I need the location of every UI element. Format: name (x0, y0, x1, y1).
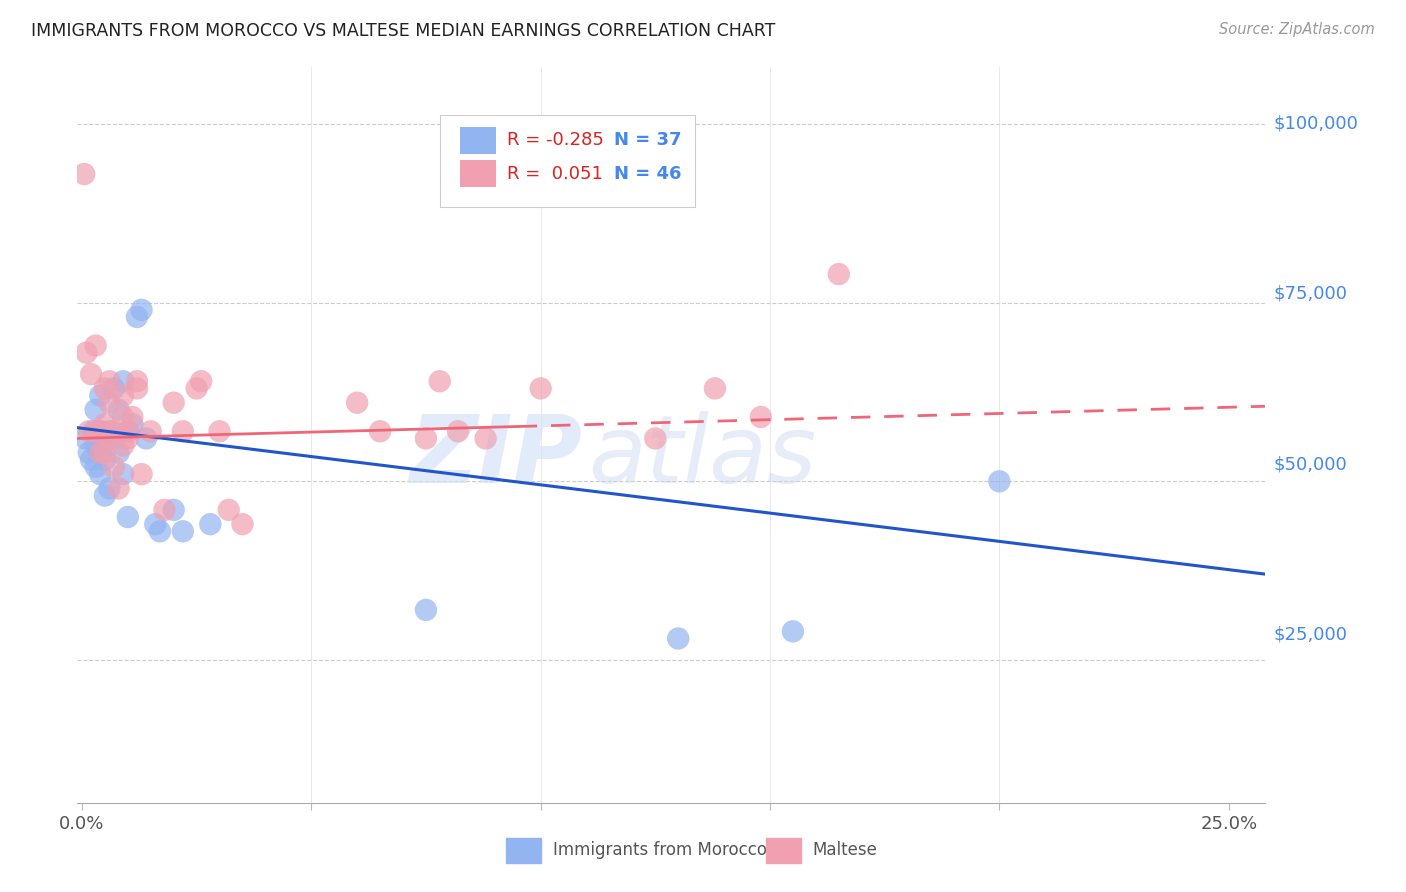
Point (749, 409, 772, 424)
Point (125, 374, 148, 388)
Point (172, 524, 194, 539)
Point (84, 439, 107, 453)
Point (77, 424, 100, 438)
Point (84, 424, 107, 438)
Point (112, 388, 135, 402)
Point (186, 381, 208, 395)
Text: IMMIGRANTS FROM MOROCCO VS MALTESE MEDIAN EARNINGS CORRELATION CHART: IMMIGRANTS FROM MOROCCO VS MALTESE MEDIA… (31, 22, 775, 40)
Point (94, 453, 117, 467)
Point (89, 467, 111, 482)
Point (73, 167, 96, 181)
Point (77, 446, 100, 460)
Point (121, 417, 143, 431)
Point (368, 424, 391, 438)
Point (89, 446, 111, 460)
Point (112, 374, 135, 388)
Point (107, 402, 129, 417)
Point (98, 424, 121, 438)
Point (82, 424, 104, 438)
Point (98, 395, 121, 409)
Point (218, 503, 240, 517)
Point (782, 624, 804, 639)
Point (131, 302, 153, 317)
Point (644, 432, 666, 446)
Point (89, 424, 111, 438)
Point (89, 446, 111, 460)
Point (107, 482, 129, 496)
Point (84, 460, 107, 475)
Point (530, 381, 553, 395)
Point (75, 432, 97, 446)
Point (172, 424, 194, 438)
Point (117, 424, 139, 438)
Point (89, 388, 111, 402)
Text: atlas: atlas (588, 411, 817, 502)
Point (415, 432, 437, 446)
Point (94, 432, 117, 446)
Point (131, 467, 153, 482)
Point (112, 467, 135, 482)
Point (84, 338, 107, 352)
FancyBboxPatch shape (440, 115, 695, 207)
Point (94, 446, 117, 460)
Text: N = 37: N = 37 (614, 131, 682, 150)
Point (103, 424, 125, 438)
Point (153, 503, 176, 517)
Point (666, 632, 689, 646)
Point (80, 453, 103, 467)
Text: ZIP: ZIP (409, 411, 582, 503)
Point (80, 367, 103, 381)
Text: R = -0.285: R = -0.285 (508, 131, 605, 150)
Point (117, 432, 139, 446)
Point (828, 267, 851, 281)
Point (107, 446, 129, 460)
Text: R =  0.051: R = 0.051 (508, 165, 603, 183)
Point (208, 424, 231, 438)
Text: N = 46: N = 46 (614, 165, 682, 183)
Point (163, 503, 186, 517)
Point (231, 517, 253, 532)
Text: Immigrants from Morocco: Immigrants from Morocco (553, 841, 766, 859)
Point (447, 424, 470, 438)
Point (474, 432, 496, 446)
Point (190, 374, 212, 388)
Point (703, 381, 725, 395)
Point (94, 489, 117, 503)
Text: Maltese: Maltese (813, 841, 877, 859)
Point (98, 482, 121, 496)
Point (103, 432, 125, 446)
FancyBboxPatch shape (460, 161, 495, 186)
Point (94, 381, 117, 395)
Point (103, 381, 125, 395)
Point (112, 439, 135, 453)
Point (112, 409, 135, 424)
Point (346, 395, 368, 409)
Point (149, 524, 172, 539)
Point (125, 381, 148, 395)
Point (117, 424, 139, 438)
Point (125, 310, 148, 324)
Point (200, 517, 222, 532)
Point (117, 510, 139, 524)
Point (89, 424, 111, 438)
Point (98, 432, 121, 446)
Text: Source: ZipAtlas.com: Source: ZipAtlas.com (1219, 22, 1375, 37)
Point (415, 603, 437, 617)
Point (84, 402, 107, 417)
Point (76, 345, 98, 359)
Point (94, 417, 117, 431)
Point (163, 395, 186, 409)
Point (103, 460, 125, 475)
Point (429, 374, 451, 388)
Point (143, 517, 166, 532)
Point (135, 432, 157, 446)
Point (98, 374, 121, 388)
Point (139, 424, 162, 438)
Point (121, 409, 143, 424)
FancyBboxPatch shape (460, 128, 495, 153)
Point (988, 475, 1011, 489)
